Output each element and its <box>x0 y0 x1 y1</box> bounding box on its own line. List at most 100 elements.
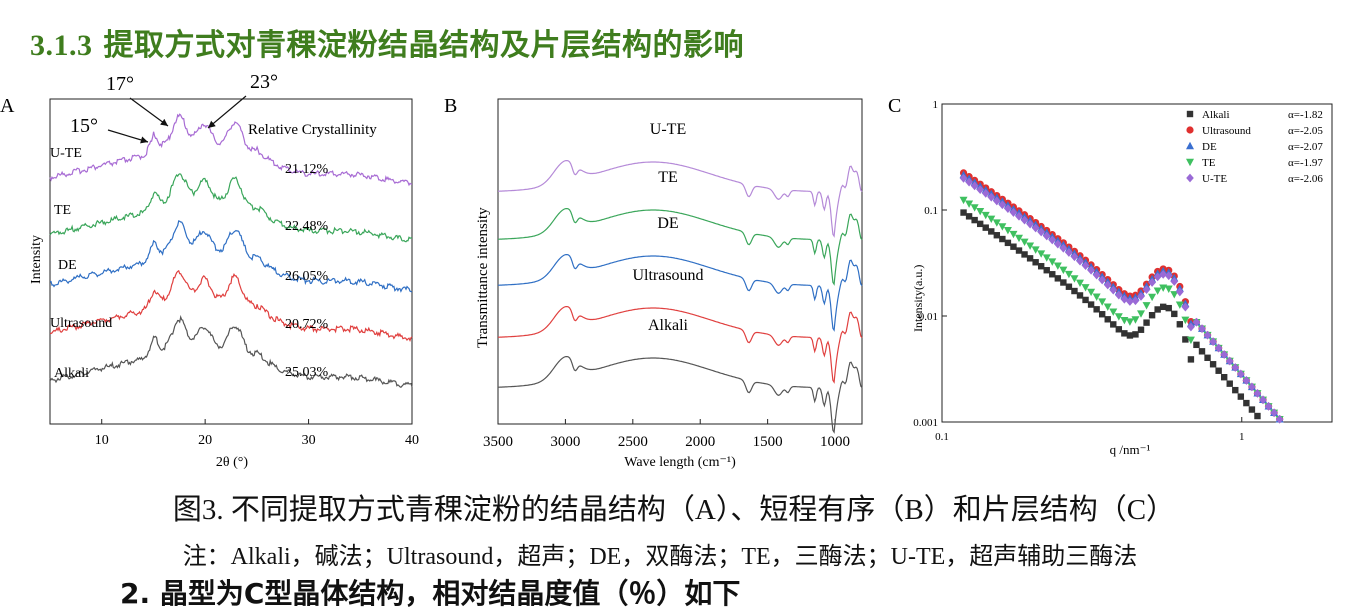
data-point-u-te <box>1148 278 1156 287</box>
figure-note: 注：Alkali，碱法；Ultrasound，超声；DE，双酶法；TE，三酶法；… <box>182 544 1138 570</box>
data-point-u-te <box>1076 256 1084 266</box>
data-point-te <box>1109 308 1118 316</box>
data-point-alkali <box>1220 374 1228 381</box>
xtick-label-a: 10 <box>95 433 109 448</box>
data-point-u-te <box>1098 275 1106 285</box>
data-point-te <box>1175 301 1184 309</box>
crystallinity-value: 26.05% <box>285 269 329 284</box>
data-point-te <box>1186 336 1195 345</box>
data-point-u-te <box>1192 317 1201 327</box>
data-point-alkali <box>1187 356 1195 363</box>
chart-b: B 3500 3000 2500 2000 1500 1000 U-TE TE DE Ultra… <box>444 95 863 470</box>
legend-alpha: α=-1.82 <box>1288 109 1323 121</box>
ylabel-c: Intensity(a.u.) <box>911 265 925 332</box>
data-point-u-te <box>1203 330 1212 340</box>
arrow-17 <box>129 97 169 127</box>
legend-marker-de <box>1186 141 1194 150</box>
xtick-label-a: 30 <box>302 433 316 448</box>
xtick-label-c: 0.1 <box>935 431 949 443</box>
data-point-te <box>1064 270 1073 279</box>
data-point-alkali <box>1154 306 1161 313</box>
data-point-u-te <box>1131 296 1140 306</box>
peak-label-17: 17° <box>106 73 134 95</box>
data-point-te <box>987 215 996 224</box>
data-point-alkali <box>1176 321 1184 328</box>
data-point-u-te <box>1037 227 1045 237</box>
data-point-te <box>1015 234 1024 243</box>
crystallinity-value: 20.72% <box>285 317 329 332</box>
data-point-alkali <box>1071 287 1078 295</box>
data-point-u-te <box>1015 211 1023 221</box>
ftir-curve-de <box>498 254 863 332</box>
data-point-te <box>1148 293 1157 302</box>
data-point-alkali <box>1204 354 1211 361</box>
legend-label: TE <box>1202 157 1216 169</box>
xtick-label-b: 1500 <box>753 434 783 450</box>
xrd-curve-te <box>49 173 412 243</box>
data-point-u-te <box>1153 272 1162 282</box>
ylabel-a: Intensity <box>29 235 44 284</box>
chart-a: A 10 20 30 40 Intensity 2θ (°) Relative Cry… <box>0 71 419 470</box>
data-point-alkali <box>1098 311 1106 318</box>
data-point-u-te <box>1087 265 1095 275</box>
panel-label-b: B <box>444 95 457 117</box>
data-point-u-te <box>1004 204 1012 213</box>
xlabel-b: Wave length (cm⁻¹) <box>624 455 736 470</box>
data-point-u-te <box>1026 219 1034 229</box>
data-point-te <box>1098 298 1107 306</box>
legend-alpha: α=-2.07 <box>1288 141 1323 153</box>
arrow-15 <box>107 129 149 144</box>
data-point-alkali <box>1115 326 1123 333</box>
series-label-a: DE <box>58 258 77 273</box>
crystallinity-value: 22.48% <box>285 219 329 234</box>
data-point-u-te <box>1109 285 1118 295</box>
section-number: 3.1.3 <box>30 29 93 62</box>
data-point-u-te <box>1120 294 1129 304</box>
ytick-label-c: 0.01 <box>919 311 938 323</box>
data-point-te <box>1103 303 1112 311</box>
data-point-te <box>1153 287 1162 295</box>
legend-label: DE <box>1202 141 1217 153</box>
legend-marker-te <box>1186 158 1194 167</box>
section-title: 提取方式对青稞淀粉结晶结构及片层结构的影响 <box>103 28 744 63</box>
data-point-te <box>1003 227 1012 235</box>
series-label-a: TE <box>54 203 71 218</box>
data-point-u-te <box>1176 287 1184 297</box>
data-point-alkali <box>988 228 995 235</box>
data-point-u-te <box>1198 324 1206 334</box>
data-point-te <box>1009 230 1018 239</box>
data-point-alkali <box>993 232 1001 239</box>
data-point-te <box>1181 316 1190 325</box>
figure-caption: 图3. 不同提取方式青稞淀粉的结晶结构（A）、短程有序（B）和片层结构（C） <box>172 494 1176 526</box>
data-point-u-te <box>1126 297 1134 306</box>
data-point-alkali <box>1049 271 1056 278</box>
legend-label: Alkali <box>1202 109 1230 121</box>
data-point-u-te <box>1253 388 1262 398</box>
data-point-te <box>1042 254 1051 262</box>
data-point-alkali <box>1243 399 1250 407</box>
data-point-u-te <box>1048 235 1057 245</box>
data-point-alkali <box>1182 336 1189 343</box>
data-point-u-te <box>1103 280 1112 290</box>
section-heading: 3.1.3 提取方式对青稞淀粉结晶结构及片层结构的影响 <box>30 20 744 64</box>
data-point-alkali <box>1037 263 1045 270</box>
data-point-alkali <box>1010 243 1017 250</box>
data-point-alkali <box>965 213 973 220</box>
chart-c: C 0.1 1 0.001 0.01 0.1 1 Alkali α=-1.82 Ultraso… <box>888 95 1333 457</box>
data-point-te <box>1048 258 1057 266</box>
series-label-b: DE <box>657 215 678 232</box>
data-point-te <box>965 200 974 208</box>
data-point-alkali <box>1032 259 1039 266</box>
plot-frame-c <box>941 103 1333 423</box>
series-label-b: Alkali <box>648 317 689 334</box>
xrd-curve-u-te <box>49 113 413 187</box>
data-point-u-te <box>998 200 1007 210</box>
data-point-u-te <box>976 185 984 194</box>
data-point-alkali <box>1215 367 1222 374</box>
data-point-u-te <box>1214 343 1223 353</box>
legend-label: Ultrasound <box>1202 125 1251 137</box>
data-point-u-te <box>981 188 990 198</box>
data-point-alkali <box>1060 279 1067 286</box>
xtick-label-b: 3000 <box>550 434 580 450</box>
data-point-alkali <box>1209 361 1217 368</box>
